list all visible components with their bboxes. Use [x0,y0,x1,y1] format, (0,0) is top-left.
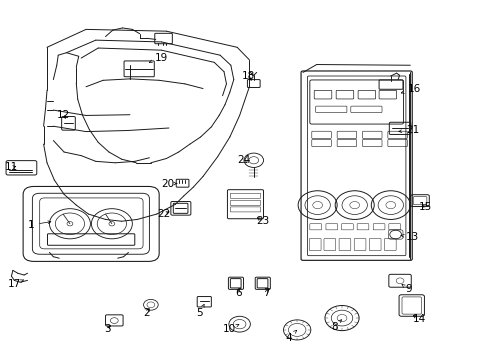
Text: 1: 1 [27,220,51,230]
Text: 24: 24 [236,155,250,165]
Text: 2: 2 [143,308,150,318]
Text: 3: 3 [103,324,110,334]
Text: 23: 23 [256,216,269,226]
Text: 8: 8 [331,320,341,332]
Text: 6: 6 [235,288,242,298]
Text: 15: 15 [418,202,431,212]
Text: 18: 18 [241,71,255,81]
Text: 10: 10 [222,324,239,334]
Text: 9: 9 [401,284,411,294]
Text: 14: 14 [411,314,425,324]
Text: 5: 5 [196,305,203,318]
Text: 4: 4 [285,330,296,343]
Text: 12: 12 [57,111,70,121]
Text: 11: 11 [5,162,18,172]
Text: 17: 17 [8,279,24,289]
Text: 13: 13 [400,232,419,242]
Text: 16: 16 [401,84,420,94]
Text: 21: 21 [398,125,419,135]
Text: 22: 22 [157,209,170,219]
Text: 19: 19 [149,53,168,63]
Text: 20: 20 [161,179,177,189]
Text: 7: 7 [263,288,269,298]
